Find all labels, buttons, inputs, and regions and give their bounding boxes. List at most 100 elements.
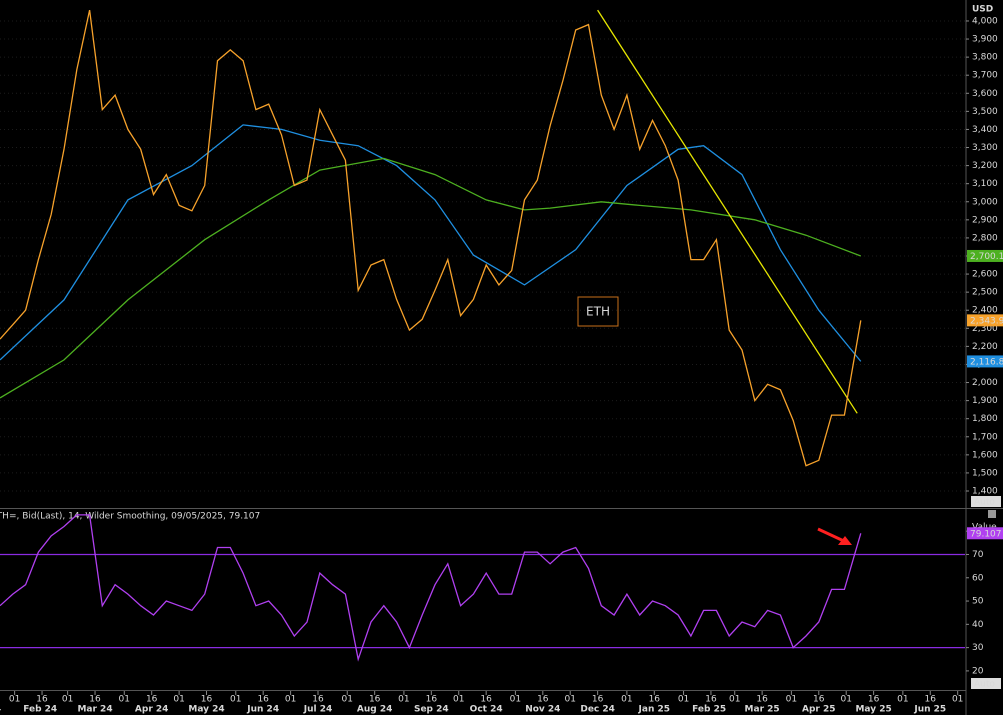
x-tick-label: 16 xyxy=(312,695,324,705)
x-tick-label: 16 xyxy=(592,695,604,705)
unit-label: USD xyxy=(972,5,993,15)
month-label: Apr 24 xyxy=(135,705,169,715)
x-tick-label: 01 xyxy=(119,695,130,705)
y-tick-label: 20 xyxy=(972,666,984,676)
auto-button xyxy=(971,496,1001,507)
x-tick-label: 01 xyxy=(285,695,296,705)
series-line xyxy=(0,157,862,399)
y-tick-label: 40 xyxy=(972,620,984,630)
series-line xyxy=(0,514,862,662)
y-tick-label: 2,000 xyxy=(972,378,998,388)
month-label: Jan 24 xyxy=(0,705,1,715)
month-label: Aug 24 xyxy=(357,705,392,715)
y-tick-label: 4,000 xyxy=(972,16,998,26)
month-label: May 24 xyxy=(188,705,224,715)
y-tick-label: 3,800 xyxy=(972,53,998,63)
y-tick-label: 50 xyxy=(972,597,984,607)
y-tick-label: 3,000 xyxy=(972,197,998,207)
x-tick-label: 16 xyxy=(369,695,381,705)
last-value-label: 2,700.11 xyxy=(970,252,1003,262)
x-tick-label: 16 xyxy=(537,695,549,705)
month-label: Jun 25 xyxy=(913,705,946,715)
x-tick-label: 01 xyxy=(9,695,20,705)
auto-label: Auto xyxy=(974,498,995,508)
month-label: Jul 24 xyxy=(303,705,333,715)
series-line xyxy=(0,9,862,467)
y-tick-label: 3,600 xyxy=(972,89,998,99)
x-tick-label: 16 xyxy=(813,695,825,705)
month-label: May 25 xyxy=(855,705,891,715)
auto-label: Auto xyxy=(974,680,995,690)
x-tick-label: 01 xyxy=(840,695,851,705)
month-label: Apr 25 xyxy=(802,705,836,715)
y-tick-label: 2,800 xyxy=(972,233,998,243)
y-tick-label: 2,600 xyxy=(972,270,998,280)
annotation: ETH xyxy=(586,305,610,319)
y-tick-label: 1,900 xyxy=(972,396,998,406)
y-tick-label: 2,400 xyxy=(972,306,998,316)
last-value-label: 79.107 xyxy=(970,529,1002,539)
pane-header: ETH=, Bid(Last), 14, Wilder Smoothing, 0… xyxy=(0,512,260,522)
y-tick-label: 1,800 xyxy=(972,414,998,424)
month-label: Nov 24 xyxy=(525,705,560,715)
x-tick-label: 01 xyxy=(678,695,689,705)
y-tick-label: 60 xyxy=(972,573,984,583)
last-value-box xyxy=(967,527,1003,540)
y-tick-label: 1,500 xyxy=(972,468,998,478)
x-tick-label: 01 xyxy=(510,695,521,705)
series-line xyxy=(597,9,858,414)
x-tick-label: 01 xyxy=(786,695,797,705)
month-label: Feb 24 xyxy=(23,705,57,715)
pane-icon[interactable] xyxy=(988,510,996,518)
x-tick-label: 16 xyxy=(705,695,717,705)
y-tick-label: 3,900 xyxy=(972,35,998,45)
x-tick-label: 16 xyxy=(146,695,158,705)
x-tick-label: 01 xyxy=(230,695,241,705)
y-tick-label: 2,300 xyxy=(972,324,998,334)
month-label: Mar 25 xyxy=(745,705,780,715)
month-label: Sep 24 xyxy=(414,705,449,715)
annotation-box xyxy=(577,296,619,327)
y-tick-label: 1,600 xyxy=(972,450,998,460)
x-tick-label: 16 xyxy=(925,695,937,705)
x-tick-label: 16 xyxy=(89,695,101,705)
x-tick-label: 01 xyxy=(952,695,963,705)
arrow-head xyxy=(838,536,852,545)
x-tick-label: 16 xyxy=(201,695,213,705)
y-tick-label: 3,100 xyxy=(972,179,998,189)
x-tick-label: 16 xyxy=(257,695,269,705)
last-value-box xyxy=(967,314,1003,327)
month-label: Dec 24 xyxy=(580,705,615,715)
x-tick-label: 01 xyxy=(398,695,409,705)
month-label: Mar 24 xyxy=(77,705,112,715)
last-value-box xyxy=(967,355,1003,368)
x-tick-label: 01 xyxy=(173,695,184,705)
x-tick-label: 16 xyxy=(868,695,880,705)
y-tick-label: 3,400 xyxy=(972,125,998,135)
x-tick-label: 16 xyxy=(426,695,438,705)
y-tick-label: 3,700 xyxy=(972,71,998,81)
month-label: Jun 24 xyxy=(246,705,279,715)
x-tick-label: 01 xyxy=(453,695,464,705)
arrow xyxy=(817,527,847,544)
last-value-label: 2,343.9 xyxy=(970,316,1003,326)
x-tick-label: 01 xyxy=(729,695,740,705)
x-tick-label: 01 xyxy=(565,695,576,705)
y-tick-label: 2,500 xyxy=(972,288,998,298)
y-tick-label: 3,300 xyxy=(972,143,998,153)
x-tick-label: 16 xyxy=(480,695,492,705)
x-tick-label: 01 xyxy=(62,695,73,705)
last-value-box xyxy=(967,249,1003,262)
month-label: Jan 25 xyxy=(638,705,671,715)
month-label: Oct 24 xyxy=(470,705,503,715)
y-tick-label: 2,900 xyxy=(972,215,998,225)
y-tick-label: 2,200 xyxy=(972,342,998,352)
x-tick-label: 16 xyxy=(756,695,768,705)
y-tick-label: 30 xyxy=(972,643,984,653)
x-tick-label: 01 xyxy=(897,695,908,705)
y-tick-label: 1,700 xyxy=(972,432,998,442)
month-label: Feb 25 xyxy=(692,705,726,715)
